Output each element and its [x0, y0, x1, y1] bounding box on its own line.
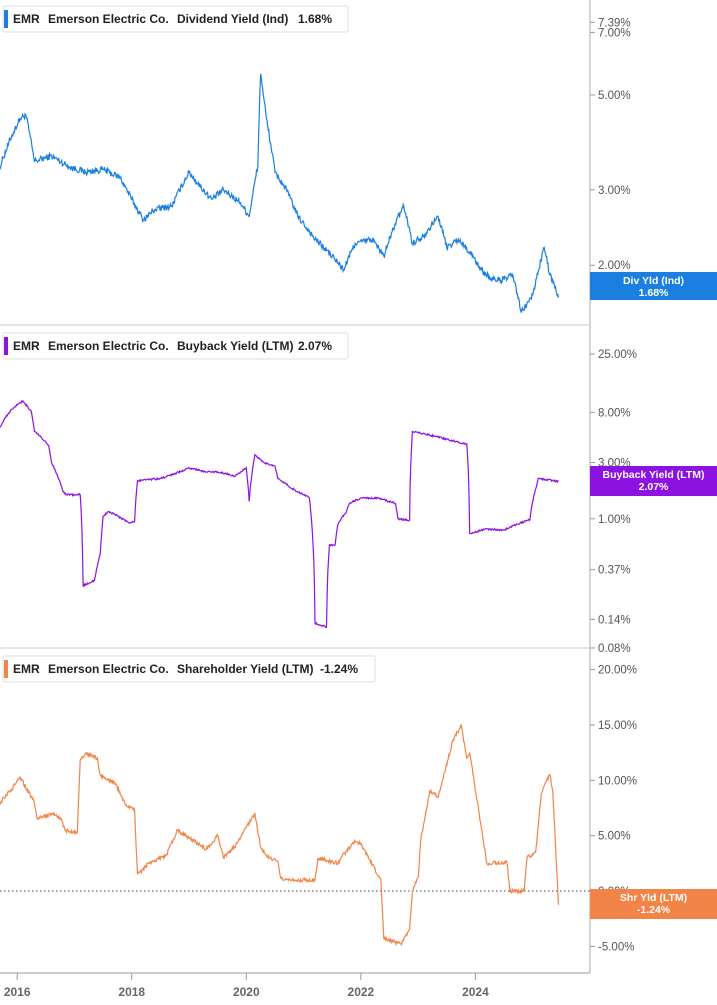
legend-box — [2, 332, 349, 360]
badge-label: Shr Yld (LTM) — [620, 892, 687, 904]
legend: EMR Emerson Electric Co. Shareholder Yield… — [2, 655, 376, 683]
badge-value: 1.68% — [639, 287, 669, 299]
legend-metric: Buyback Yield (LTM) — [177, 339, 293, 353]
y-tick-label: 10.00% — [598, 775, 637, 787]
y-tick-label: 3.00% — [598, 185, 631, 197]
x-tick-label: 2024 — [462, 985, 489, 999]
current-value-badge: Buyback Yield (LTM)2.07% — [590, 466, 717, 496]
legend-box — [2, 655, 376, 683]
legend-value: -1.24% — [320, 662, 358, 676]
legend-company: Emerson Electric Co. — [48, 339, 169, 353]
x-tick-label: 2018 — [118, 985, 145, 999]
legend-company: Emerson Electric Co. — [48, 12, 169, 26]
y-tick-label: 5.00% — [598, 90, 631, 102]
legend-value: 1.68% — [298, 12, 332, 26]
badge-value: 2.07% — [639, 481, 669, 493]
legend-color-swatch — [4, 10, 8, 28]
legend-ticker: EMR — [13, 662, 40, 676]
y-tick-label: 25.00% — [598, 349, 637, 361]
y-tick-label: 8.00% — [598, 407, 631, 419]
current-value-badge: Div Yld (Ind)1.68% — [590, 272, 717, 300]
y-tick-label: 7.39% — [598, 17, 631, 29]
y-tick-label: 15.00% — [598, 720, 637, 732]
y-tick-label: 0.37% — [598, 565, 631, 577]
badge-background — [590, 466, 717, 496]
y-tick-label: 7.00% — [598, 27, 631, 39]
badge-background — [590, 889, 717, 919]
legend-metric: Dividend Yield (Ind) — [177, 12, 288, 26]
panel-3: 20.00%15.00%10.00%5.00%0.00%-5.00%EMREme… — [0, 655, 717, 953]
x-tick-label: 2016 — [4, 985, 31, 999]
x-tick-label: 2020 — [233, 985, 260, 999]
series-line — [0, 723, 560, 947]
y-tick-label: 5.00% — [598, 831, 631, 843]
x-tick-label: 2022 — [348, 985, 375, 999]
y-tick-label: 2.00% — [598, 260, 631, 272]
current-value-badge: Shr Yld (LTM)-1.24% — [590, 889, 717, 919]
legend: EMR Emerson Electric Co. Buyback Yield (LT… — [2, 332, 349, 360]
legend-ticker: EMR — [13, 339, 40, 353]
panel-2: 25.00%8.00%3.00%1.00%0.37%0.14%0.08%EMR E… — [0, 332, 717, 655]
legend-ticker: EMR — [13, 12, 40, 26]
y-tick-label: 0.14% — [598, 614, 631, 626]
panel-1: 7.39%7.00% 5.00% 3.00% 2.00% EMR Emerson Elec… — [0, 5, 717, 326]
legend-color-swatch — [4, 660, 8, 678]
legend-metric: Shareholder Yield (LTM) — [177, 662, 313, 676]
series-line — [0, 73, 560, 313]
legend-company: Emerson Electric Co. — [48, 662, 169, 676]
badge-label: Buyback Yield (LTM) — [603, 469, 705, 481]
legend-value: 2.07% — [298, 339, 332, 353]
legend-box — [2, 5, 349, 33]
legend-color-swatch — [4, 337, 8, 355]
badge-background — [590, 272, 717, 300]
badge-label: Div Yld (Ind) — [623, 275, 684, 287]
y-tick-label: -5.00% — [598, 941, 634, 953]
y-tick-label: 0.08% — [598, 643, 631, 655]
legend: EMR Emerson Electric Co. Dividend Yield (I… — [2, 5, 349, 33]
badge-value: -1.24% — [637, 904, 671, 916]
series-line — [0, 399, 559, 629]
y-tick-label: 20.00% — [598, 665, 637, 677]
y-tick-label: 1.00% — [598, 514, 631, 526]
